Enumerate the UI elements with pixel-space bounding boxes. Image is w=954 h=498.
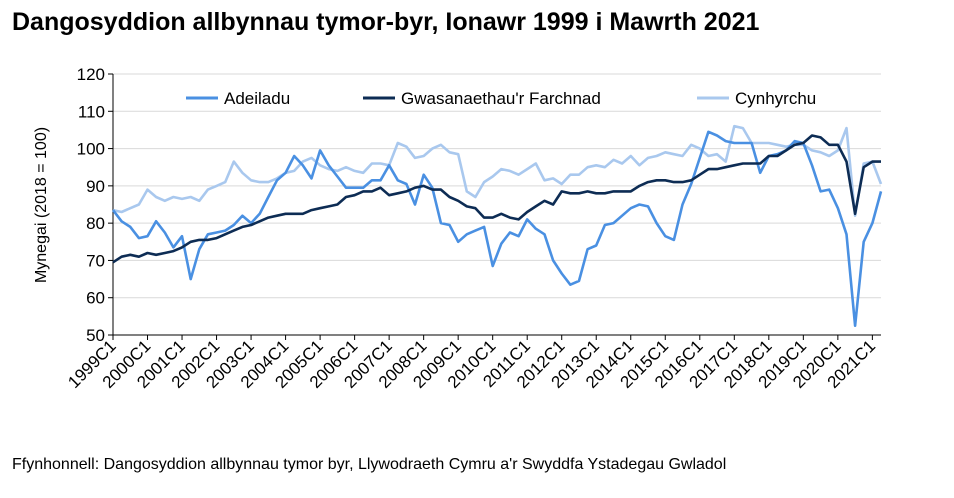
- chart-series: [111, 124, 883, 327]
- y-tick-label: 100: [77, 140, 105, 159]
- y-axis: 50 60 70 80 90 100 110 120: [77, 65, 114, 345]
- y-tick-label: 120: [77, 65, 105, 84]
- page-title: Dangosyddion allbynnau tymor-byr, Ionawr…: [12, 8, 760, 36]
- series-line-0: [111, 130, 883, 327]
- legend-label-2: Cynhyrchu: [735, 89, 816, 108]
- legend-label-0: Adeiladu: [224, 89, 290, 108]
- legend-label-1: Gwasanaethau'r Farchnad: [401, 89, 601, 108]
- y-tick-label: 60: [86, 289, 105, 308]
- y-tick-label: 110: [78, 102, 105, 121]
- y-tick-label: 50: [86, 326, 105, 345]
- y-tick-label: 70: [86, 251, 105, 270]
- line-chart: 50 60 70 80 90 100 110 120 1999C12000C12001C120…: [33, 65, 883, 392]
- y-tick-label: 80: [86, 214, 105, 233]
- source-note: Ffynhonnell: Dangosyddion allbynnau tymo…: [12, 456, 727, 473]
- y-axis-label: Mynegai (2018 = 100): [33, 127, 50, 283]
- chart-gridlines: [113, 73, 881, 336]
- series-line-2: [112, 124, 883, 217]
- y-tick-label: 90: [86, 177, 105, 196]
- chart-legend: Adeiladu Gwasanaethau'r Farchnad Cynhyrchu: [186, 89, 816, 108]
- series-line-1: [112, 134, 881, 264]
- x-axis: 1999C12000C12001C12002C12003C12004C12005…: [64, 334, 881, 392]
